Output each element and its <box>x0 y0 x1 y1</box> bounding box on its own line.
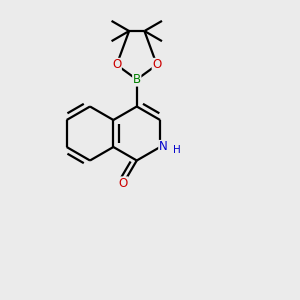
Text: N: N <box>159 140 167 154</box>
Text: O: O <box>118 177 128 190</box>
Text: B: B <box>133 73 141 86</box>
Text: H: H <box>173 145 181 155</box>
Text: O: O <box>112 58 121 71</box>
Text: O: O <box>152 58 161 71</box>
